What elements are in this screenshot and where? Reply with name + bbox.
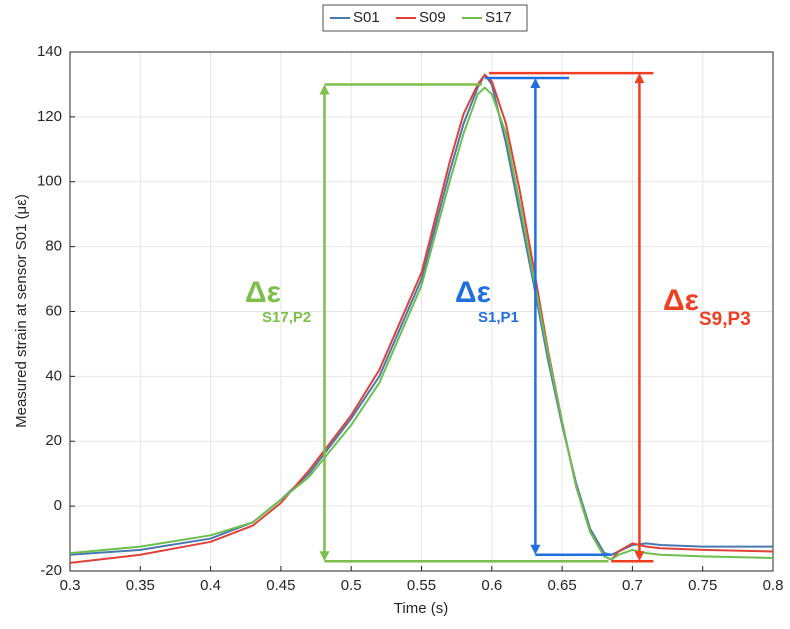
annotation-label: Δε	[455, 276, 491, 309]
annotation-subscript: S17,P2	[262, 309, 311, 326]
x-tick-label: 0.7	[622, 577, 643, 594]
annotation-label: Δε	[245, 276, 281, 309]
y-tick-label: 140	[37, 43, 62, 60]
x-tick-label: 0.55	[407, 577, 436, 594]
annotation-label: Δε	[663, 284, 699, 317]
x-tick-label: 0.3	[60, 577, 81, 594]
y-tick-label: 20	[45, 432, 62, 449]
x-tick-label: 0.5	[341, 577, 362, 594]
y-tick-label: 0	[54, 497, 62, 514]
annotation-subscript: S9,P3	[699, 309, 751, 330]
x-tick-label: 0.65	[547, 577, 576, 594]
x-tick-label: 0.6	[481, 577, 502, 594]
y-tick-label: 60	[45, 302, 62, 319]
x-tick-label: 0.75	[688, 577, 717, 594]
plot-area	[70, 73, 773, 564]
series-line	[70, 86, 773, 561]
x-tick-label: 0.35	[126, 577, 155, 594]
legend-label: S09	[419, 9, 446, 26]
arrow-head	[634, 73, 645, 84]
arrow-head	[530, 77, 541, 88]
legend-label: S01	[353, 9, 380, 26]
arrow-head	[530, 544, 541, 555]
x-tick-label: 0.45	[266, 577, 295, 594]
y-tick-label: 120	[37, 108, 62, 125]
annotation-subscript: S1,P1	[478, 309, 519, 326]
y-tick-label: -20	[40, 562, 62, 579]
arrow-head	[634, 551, 645, 562]
series-line	[70, 73, 773, 564]
plot-frame	[69, 51, 774, 572]
y-tick-label: 80	[45, 238, 62, 255]
x-tick-label: 0.4	[200, 577, 221, 594]
arrow-head	[319, 551, 330, 562]
x-axis-label: Time (s)	[394, 600, 448, 617]
y-tick-label: 40	[45, 367, 62, 384]
legend-box	[322, 4, 528, 32]
y-tick-label: 100	[37, 173, 62, 190]
x-tick-label: 0.8	[763, 577, 784, 594]
legend-label: S17	[485, 9, 512, 26]
arrow-head	[319, 84, 330, 95]
y-axis-label: Measured strain at sensor S01 (με)	[13, 194, 30, 428]
